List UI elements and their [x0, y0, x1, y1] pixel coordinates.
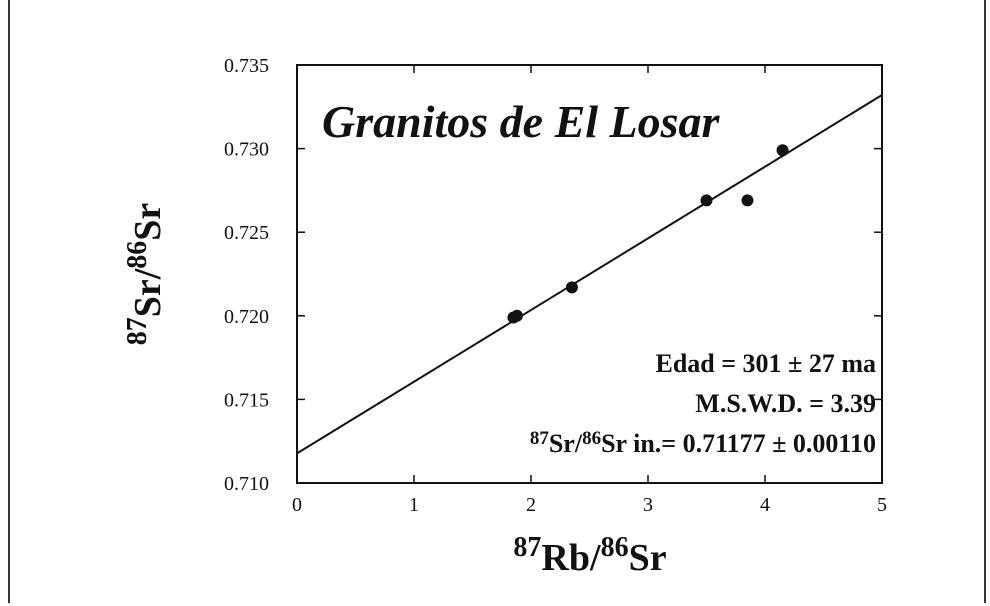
chart-title: Granitos de El Losar	[322, 96, 721, 147]
data-point-1	[511, 310, 523, 322]
data-point-4	[741, 194, 753, 206]
y-tick-label-3: 0.725	[224, 222, 269, 244]
y-axis-title: 87Sr/86Sr	[122, 203, 169, 346]
age-annotation: Edad = 301 ± 27 ma	[655, 349, 876, 378]
data-points	[507, 144, 788, 323]
data-point-5	[777, 144, 789, 156]
mswd-annotation: M.S.W.D. = 3.39	[695, 389, 876, 418]
x-axis-title: 87Rb/86Sr	[513, 532, 666, 579]
initial-ratio-annotation: 87Sr/86Sr in.= 0.71177 ± 0.00110	[530, 428, 876, 458]
x-tick-label-5: 5	[877, 494, 887, 516]
initial-rest: Sr in.= 0.71177 ± 0.00110	[601, 429, 876, 458]
initial-sup-86: 86	[582, 428, 601, 449]
data-point-2	[566, 281, 578, 293]
data-point-3	[701, 194, 713, 206]
initial-sup-87: 87	[530, 428, 550, 449]
y-tick-label-1: 0.715	[224, 389, 269, 411]
x-tick-label-3: 3	[643, 494, 653, 516]
initial-el1: Sr/	[549, 429, 583, 458]
x-tick-label-4: 4	[760, 494, 770, 516]
x-tick-label-2: 2	[526, 494, 536, 516]
x-tick-label-0: 0	[292, 494, 302, 516]
y-tick-label-2: 0.720	[224, 306, 269, 328]
y-tick-label-4: 0.730	[224, 139, 269, 161]
y-tick-label-5: 0.735	[224, 55, 269, 77]
y-tick-label-0: 0.710	[224, 473, 269, 495]
x-tick-label-1: 1	[409, 494, 419, 516]
